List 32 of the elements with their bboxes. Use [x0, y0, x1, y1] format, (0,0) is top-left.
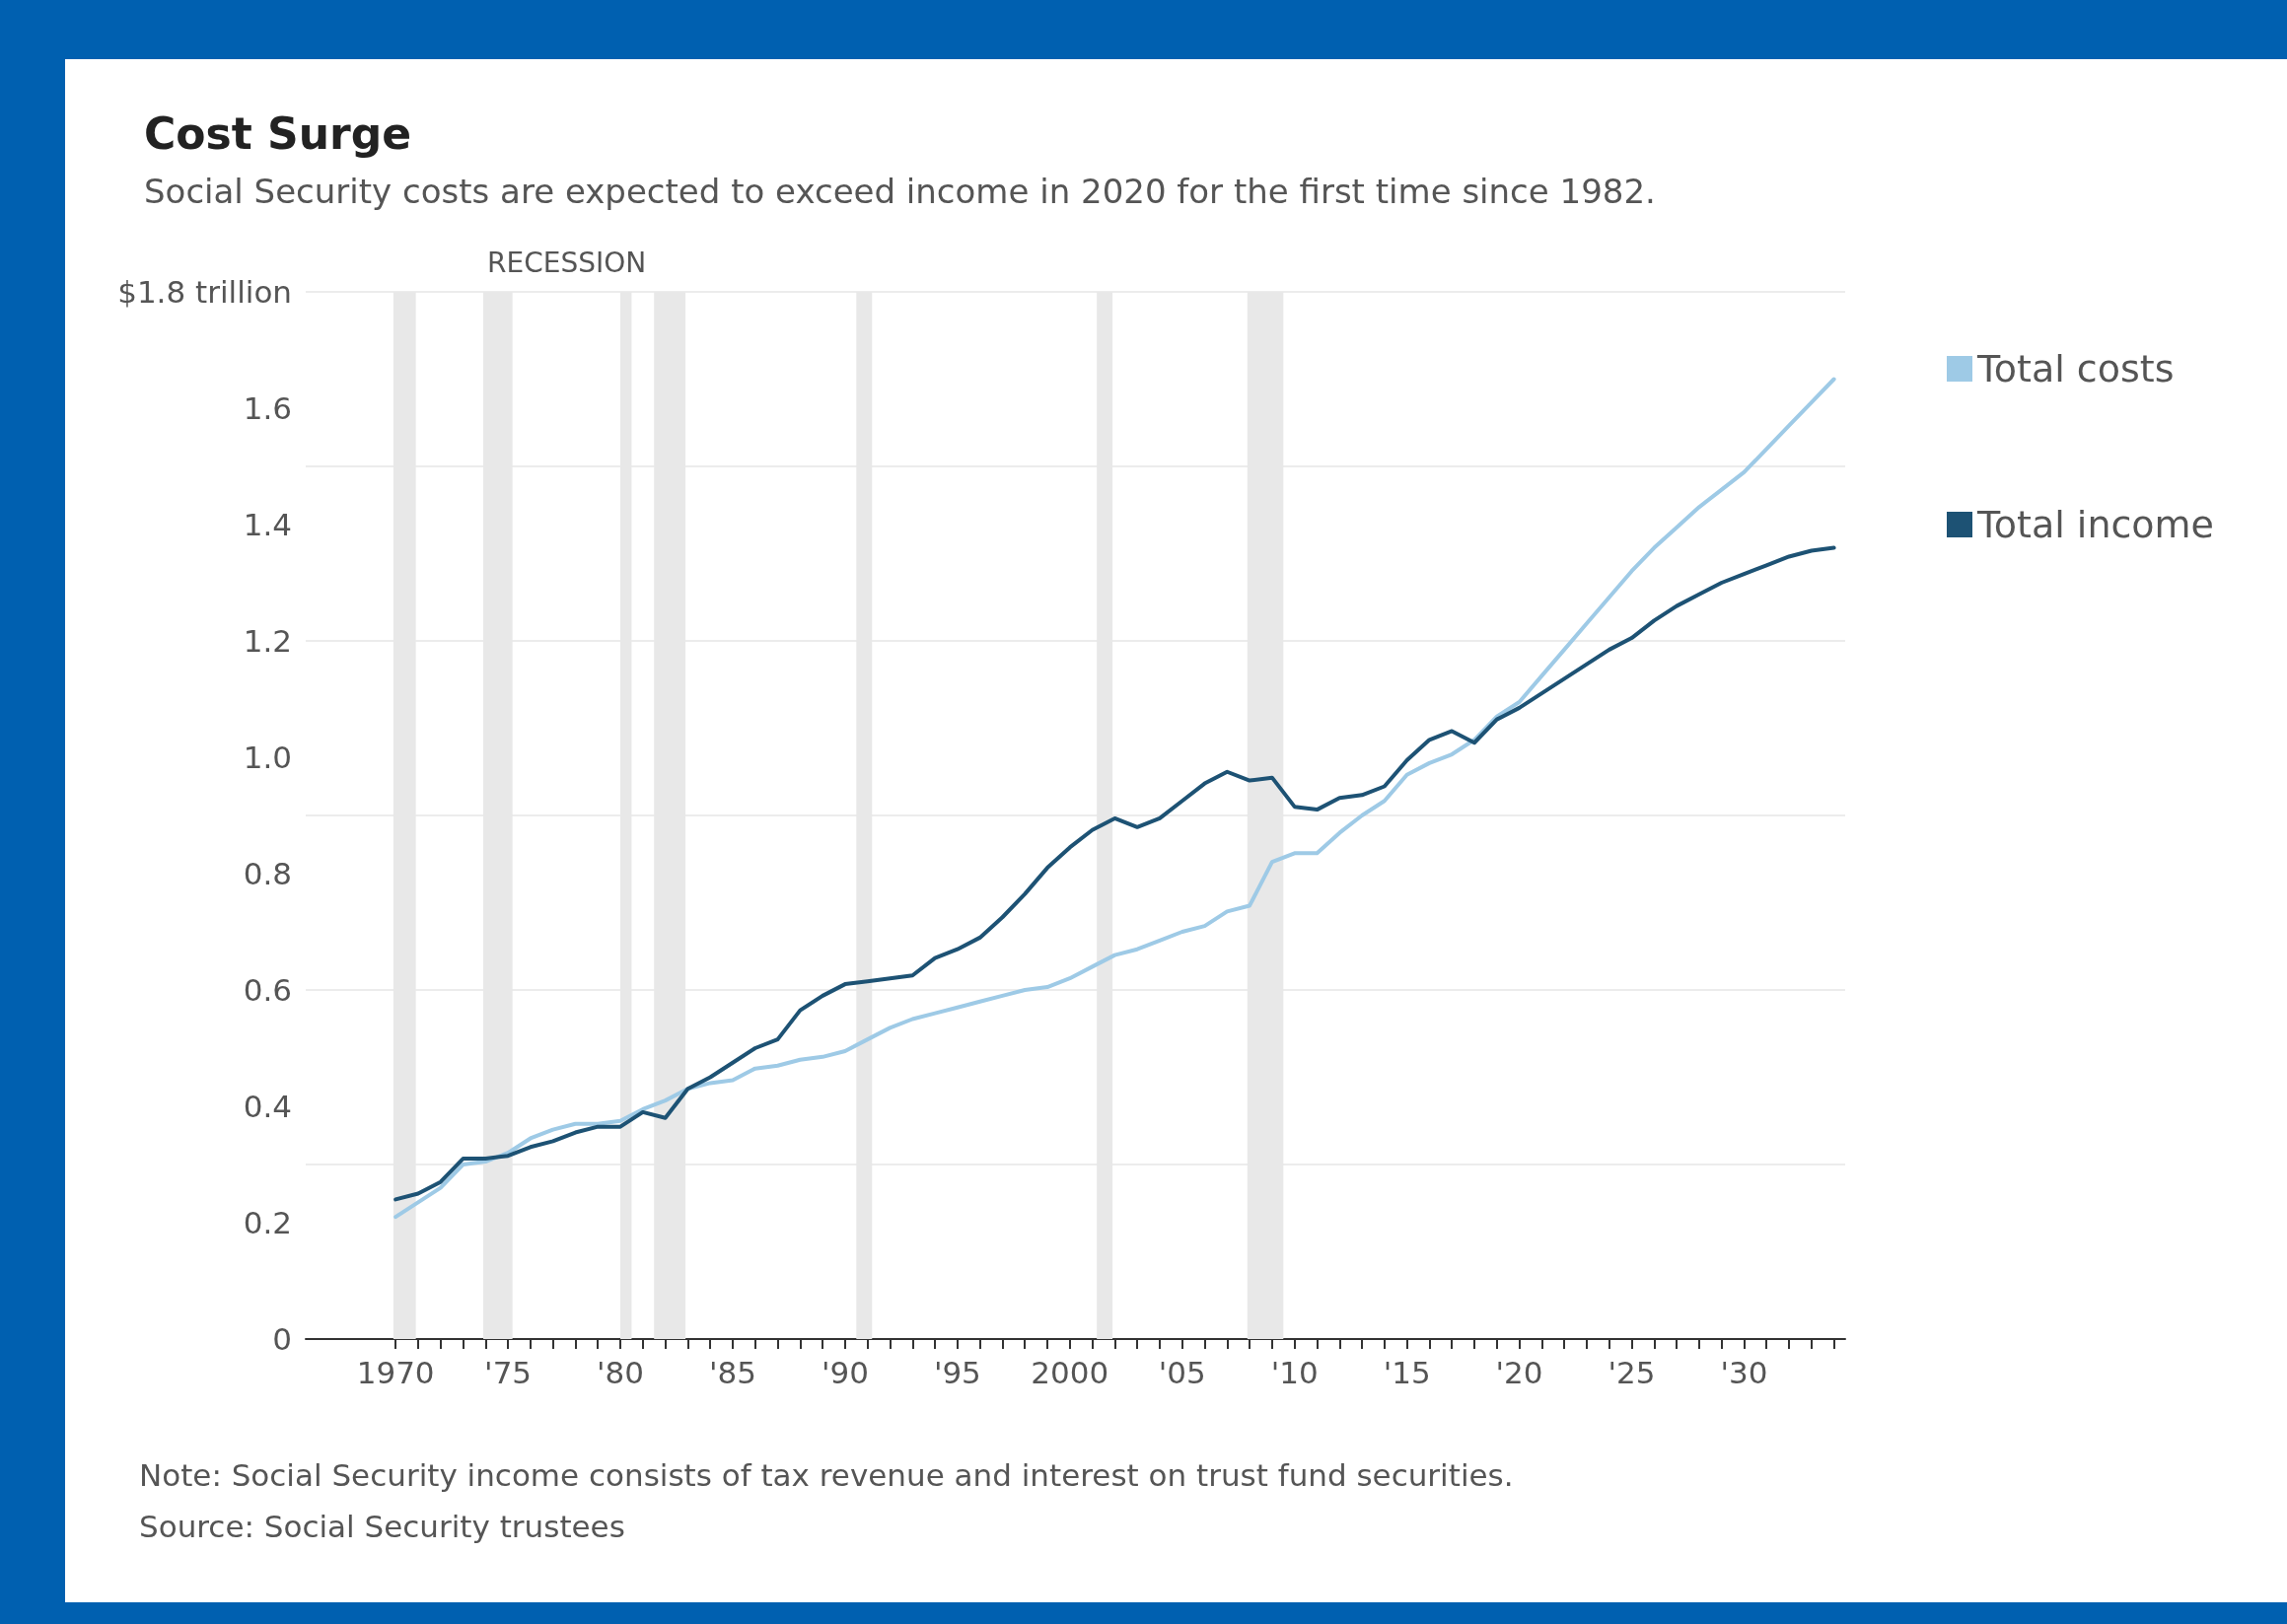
y-tick-label: 0.8: [243, 856, 292, 891]
y-tick-label: 1.0: [243, 740, 292, 775]
y-tick-label: 1.2: [243, 623, 292, 659]
y-tick-label: 0: [272, 1321, 292, 1357]
x-tick-label: 1970: [356, 1354, 435, 1390]
line-series: [393, 377, 1836, 1220]
chart-subtitle: Social Security costs are expected to exceed income in 2020 for the first time since 1982.: [144, 172, 1656, 211]
x-tick-label: '05: [1158, 1354, 1206, 1390]
x-tick-label: '80: [597, 1354, 645, 1390]
x-tick-label: '20: [1495, 1354, 1543, 1390]
line-series: [393, 545, 1836, 1202]
x-tick-label: '25: [1608, 1354, 1656, 1390]
chart-title: Cost Surge: [144, 107, 412, 159]
x-tick-label: '10: [1270, 1354, 1319, 1390]
y-tick-label: $1.8 trillion: [117, 274, 292, 310]
source-note: Source: Social Security trustees: [139, 1508, 625, 1544]
y-tick-label: 0.6: [243, 972, 292, 1008]
x-tick-label: '85: [708, 1354, 756, 1390]
legend-label: Total income: [1976, 503, 2215, 546]
x-tick-label: '30: [1720, 1354, 1768, 1390]
y-tick-label: 0.2: [243, 1205, 292, 1240]
x-tick-label: '95: [933, 1354, 981, 1390]
x-tick-label: '75: [484, 1354, 533, 1390]
x-tick-label: '15: [1383, 1354, 1431, 1390]
y-tick-label: 0.4: [243, 1089, 292, 1124]
y-tick-label: 1.6: [243, 390, 292, 426]
legend-label: Total costs: [1976, 347, 2175, 390]
x-tick-label: '90: [821, 1354, 869, 1390]
x-tick-label: 2000: [1031, 1354, 1109, 1390]
y-tick-label: 1.4: [243, 507, 292, 542]
band-label: RECESSION: [487, 246, 647, 279]
text: Note: Social Security income consists of tax revenue and interest on trust fund securities.: [139, 1456, 1514, 1493]
